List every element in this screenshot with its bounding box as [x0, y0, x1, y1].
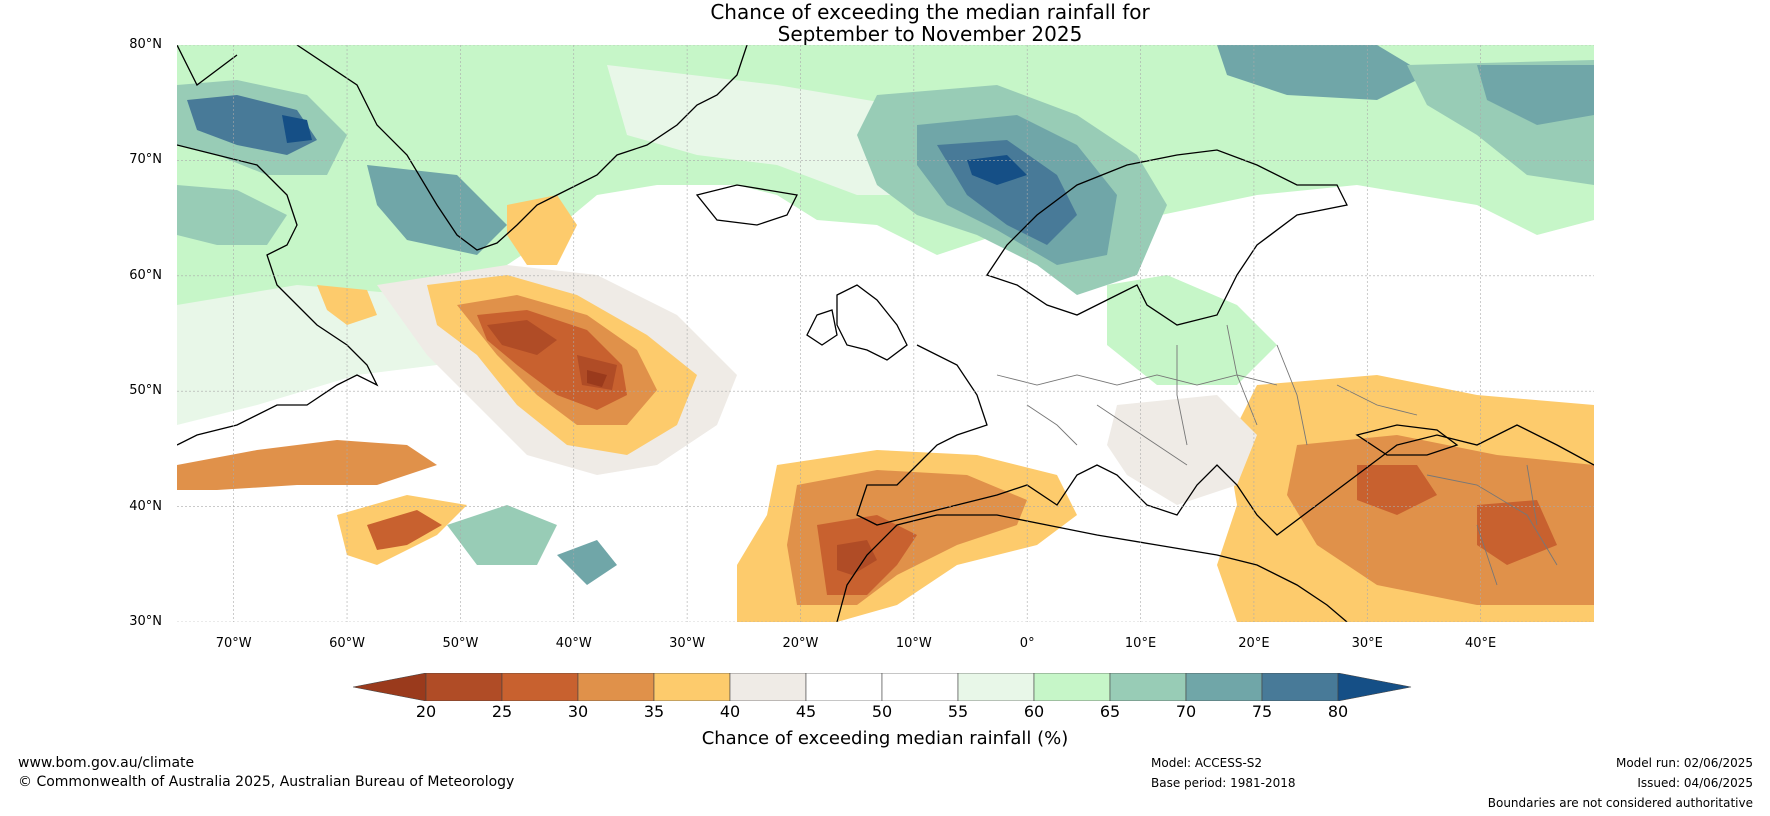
colorbar-tick-label: 70: [1175, 702, 1197, 721]
colorbar-bin: [577, 672, 655, 702]
region-greenland-teal: [367, 165, 507, 255]
lon-label: 20°E: [1238, 636, 1270, 651]
colorbar-min-extend: [352, 672, 427, 702]
region-atlantic-wet-spots2: [557, 540, 617, 585]
colorbar-bin: [729, 672, 807, 702]
region-iceland-yellow: [507, 195, 577, 265]
lat-label: 40°N: [129, 498, 162, 514]
colorbar-bin: [957, 672, 1035, 702]
disclaimer-text: Boundaries are not considered authoritat…: [1487, 796, 1753, 810]
lon-label: 40°E: [1464, 636, 1497, 651]
colorbar-bin: [881, 672, 959, 702]
africa-coast: [836, 514, 1348, 622]
lon-label: 20°W: [782, 636, 819, 651]
colorbar-tick-label: 35: [643, 702, 665, 721]
lat-label: 30°N: [129, 614, 162, 629]
europe-coast: [856, 344, 1594, 536]
region-eastmed-red: [1357, 465, 1557, 565]
colorbar-bin: [653, 672, 731, 702]
chart-title-line2: September to November 2025: [777, 22, 1083, 46]
colorbar-tick-label: 55: [947, 702, 969, 721]
colorbar-tick-label: 80: [1327, 702, 1349, 721]
lon-label: 10°W: [895, 636, 932, 651]
chart-title-line1: Chance of exceeding the median rainfall …: [710, 0, 1150, 24]
region-barents-darkteal: [1477, 65, 1594, 125]
black-sea-coast: [1355, 424, 1459, 456]
lat-label: 70°N: [129, 152, 162, 168]
colorbar-tick-label: 50: [871, 702, 893, 721]
model-text: Model: ACCESS-S2: [1151, 756, 1263, 770]
lon-label: 10°E: [1124, 636, 1157, 651]
colorbar-tick-label: 20: [415, 702, 437, 721]
rainfall-map: [177, 45, 1594, 622]
lon-label: 30°W: [669, 636, 706, 651]
lat-label: 50°N: [129, 383, 162, 399]
colorbar-bin: [1033, 672, 1111, 702]
canada-coast: [177, 144, 379, 446]
lat-label: 60°N: [129, 267, 162, 283]
base-period-text: Base period: 1981-2018: [1151, 776, 1296, 790]
lon-label: 40°W: [555, 636, 592, 651]
europe-borders: [996, 324, 1558, 586]
region-midatlantic-band3: [367, 510, 442, 550]
colorbar-tick-label: 65: [1099, 702, 1121, 721]
colorbar-tick-label: 30: [567, 702, 589, 721]
iceland-coast: [695, 184, 798, 226]
region-atlantic-darkest: [587, 370, 607, 387]
region-norwegian-core: [967, 155, 1027, 185]
issued-text: Issued: 04/06/2025: [1637, 776, 1753, 790]
colorbar-tick-label: 45: [795, 702, 817, 721]
colorbar-label: Chance of exceeding median rainfall (%): [701, 728, 1069, 749]
colorbar-bin: [501, 672, 579, 702]
region-baffin-darkteal: [187, 95, 317, 155]
colorbar-tick-label: 25: [491, 702, 513, 721]
region-atlantic-darkred: [487, 320, 617, 390]
colorbar-tick-label: 40: [719, 702, 741, 721]
colorbar-max-extend: [1337, 672, 1412, 702]
lon-label: 0°: [1019, 636, 1035, 651]
region-baffin-wettest: [282, 115, 312, 143]
region-baltic-green: [1107, 275, 1277, 385]
greenland-coast: [177, 45, 748, 251]
region-atlantic-wet-spots: [447, 505, 557, 565]
region-svalbard-teal: [1217, 45, 1427, 100]
britain-coast: [806, 284, 908, 361]
colorbar-tick-label: 75: [1251, 702, 1273, 721]
lon-label: 50°W: [442, 636, 479, 651]
region-iberia-darkred: [837, 540, 877, 575]
colorbar-bin: [1109, 672, 1187, 702]
region-midatlantic-band: [177, 440, 437, 490]
colorbar-bin: [1185, 672, 1263, 702]
region-arctic-green: [177, 45, 1594, 365]
copyright-text: © Commonwealth of Australia 2025, Austra…: [18, 774, 515, 790]
colorbar-bin: [425, 672, 503, 702]
lon-label: 70°W: [215, 636, 252, 651]
colorbar-bin: [1261, 672, 1339, 702]
region-centraleurope-beige: [1107, 395, 1257, 505]
colorbar: [352, 672, 1417, 705]
lon-label: 30°E: [1351, 636, 1383, 651]
model-run-text: Model run: 02/06/2025: [1615, 756, 1753, 770]
colorbar-tick-label: 60: [1023, 702, 1045, 721]
lon-label: 60°W: [329, 636, 365, 651]
region-labrador-teal: [177, 185, 287, 245]
website-text: www.bom.gov.au/climate: [18, 755, 195, 771]
lat-label: 80°N: [129, 37, 162, 52]
colorbar-bin: [805, 672, 883, 702]
scandinavia-coast: [985, 149, 1348, 326]
